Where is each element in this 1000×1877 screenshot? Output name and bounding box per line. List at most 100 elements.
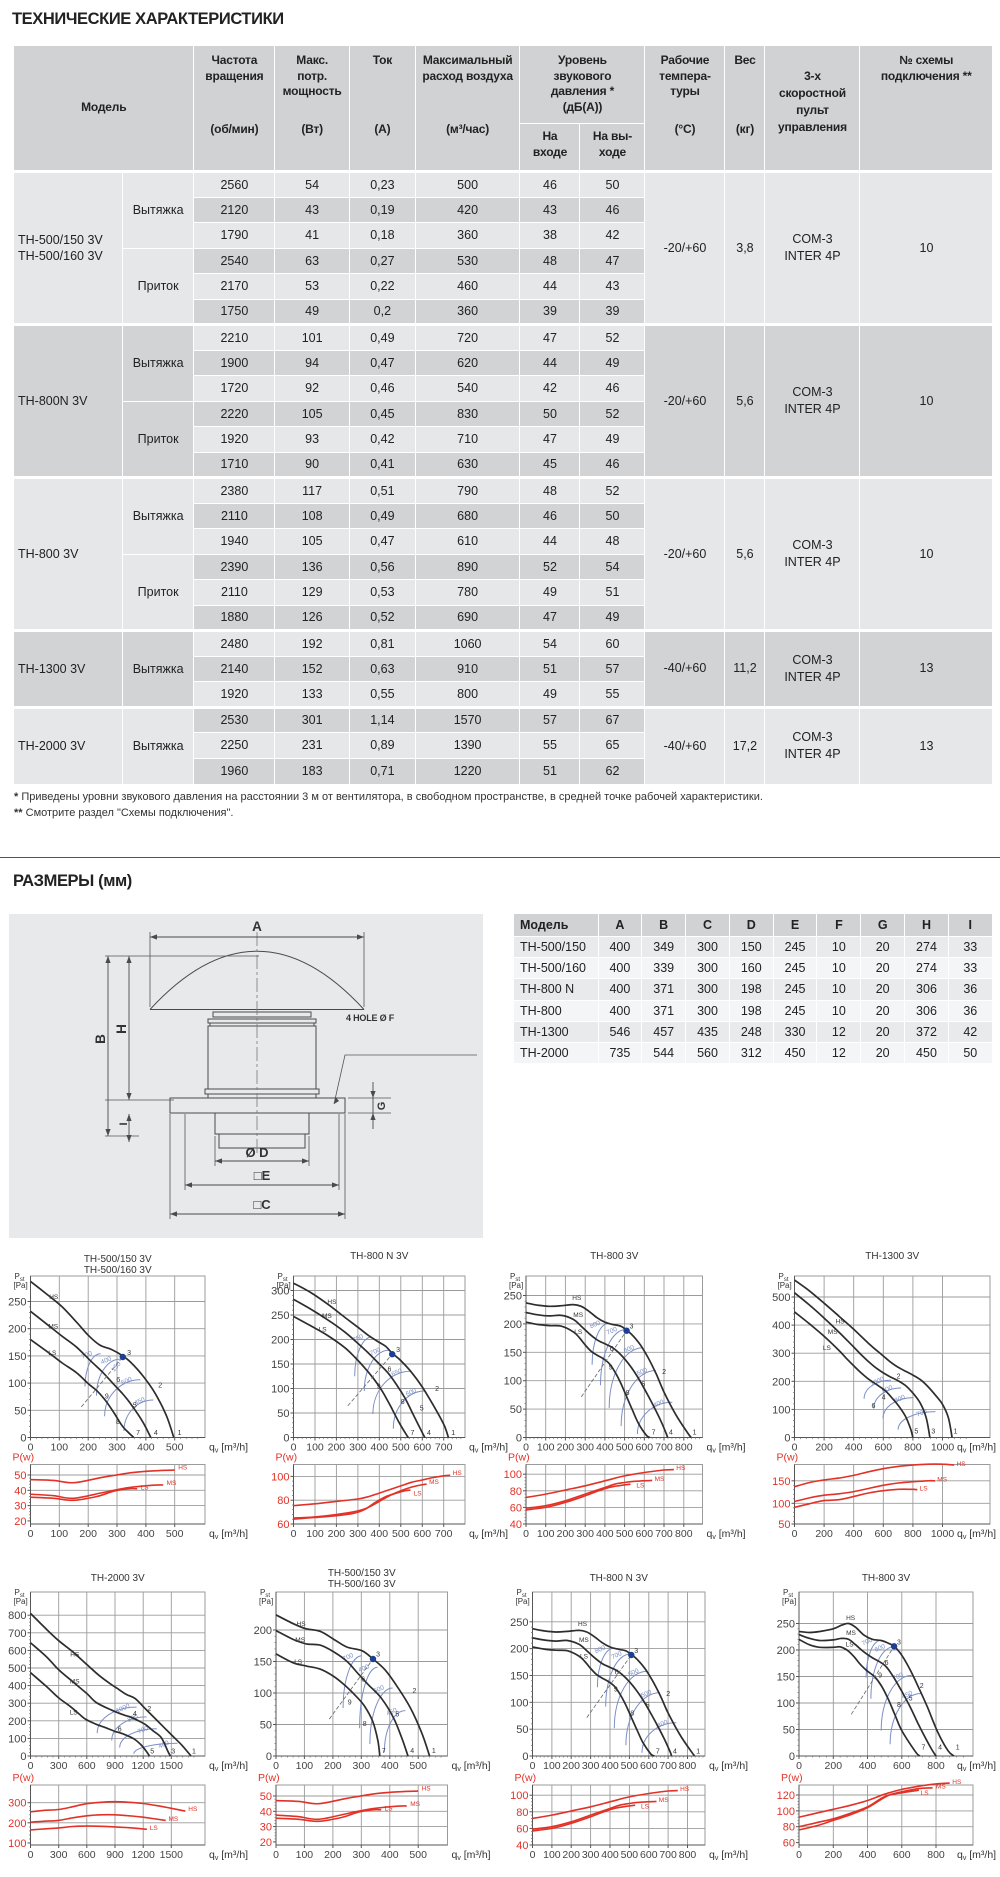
svg-text:TH-800 N 3V: TH-800 N 3V [350, 1251, 409, 1262]
svg-text:600: 600 [640, 1849, 658, 1861]
svg-text:□E: □E [254, 1168, 271, 1183]
svg-text:0: 0 [28, 1760, 34, 1772]
svg-text:900: 900 [106, 1760, 124, 1772]
svg-text:4: 4 [133, 1711, 137, 1718]
svg-text:HS: HS [680, 1786, 690, 1793]
svg-text:4: 4 [427, 1430, 431, 1437]
svg-text:400: 400 [845, 1442, 863, 1454]
svg-text:200: 200 [815, 1528, 833, 1540]
svg-text:500: 500 [772, 1292, 790, 1304]
svg-text:4: 4 [410, 1748, 414, 1755]
svg-text:300: 300 [582, 1760, 600, 1772]
svg-text:1200: 1200 [132, 1760, 156, 1772]
svg-text:30: 30 [14, 1501, 26, 1513]
svg-text:Pst: Pst [779, 1272, 789, 1283]
svg-text:20: 20 [260, 1837, 272, 1849]
svg-text:600: 600 [405, 1387, 418, 1398]
svg-text:TH-500/150 3V: TH-500/150 3V [84, 1254, 152, 1265]
svg-text:P(w): P(w) [777, 1452, 799, 1464]
svg-text:5: 5 [150, 1748, 154, 1755]
svg-text:MS: MS [846, 1630, 856, 1637]
svg-text:400: 400 [371, 1528, 389, 1540]
svg-text:50: 50 [260, 1791, 272, 1803]
svg-text:500: 500 [621, 1760, 639, 1772]
svg-text:200: 200 [510, 1644, 528, 1656]
svg-text:600: 600 [893, 1849, 911, 1861]
svg-text:9: 9 [105, 1393, 109, 1400]
svg-text:250: 250 [510, 1617, 528, 1629]
svg-text:HS: HS [846, 1615, 856, 1622]
svg-text:P(w): P(w) [13, 1452, 35, 1464]
svg-text:0: 0 [273, 1760, 279, 1772]
svg-text:HS: HS [422, 1786, 432, 1793]
svg-text:HS: HS [49, 1294, 59, 1301]
svg-text:700: 700 [915, 1408, 928, 1419]
svg-text:MS: MS [322, 1313, 332, 1320]
svg-text:400: 400 [601, 1849, 619, 1861]
svg-text:G: G [376, 1102, 388, 1111]
svg-text:60: 60 [510, 1502, 522, 1514]
svg-text:qv [m³/h]: qv [m³/h] [957, 1849, 996, 1862]
svg-text:150: 150 [510, 1671, 528, 1683]
svg-text:600: 600 [8, 1645, 26, 1657]
svg-text:700: 700 [659, 1760, 677, 1772]
svg-text:TH-800 N 3V: TH-800 N 3V [590, 1573, 649, 1584]
svg-text:900: 900 [106, 1849, 124, 1861]
svg-text:100: 100 [772, 1498, 790, 1510]
svg-text:150: 150 [772, 1476, 790, 1488]
svg-text:400: 400 [596, 1442, 614, 1454]
svg-text:500: 500 [392, 1528, 410, 1540]
svg-text:300: 300 [582, 1849, 600, 1861]
svg-text:MS: MS [936, 1784, 946, 1791]
svg-text:5: 5 [646, 1703, 650, 1710]
svg-text:450: 450 [901, 1690, 914, 1701]
svg-text:2: 2 [897, 1374, 901, 1381]
svg-text:600: 600 [893, 1760, 911, 1772]
svg-text:200: 200 [557, 1442, 575, 1454]
svg-text:250: 250 [271, 1310, 289, 1322]
svg-text:100: 100 [8, 1378, 26, 1390]
svg-text:200: 200 [324, 1849, 342, 1861]
svg-text:50: 50 [783, 1725, 795, 1737]
svg-text:100: 100 [510, 1697, 528, 1709]
svg-text:7: 7 [136, 1430, 140, 1437]
svg-text:8: 8 [630, 1711, 634, 1718]
svg-text:0: 0 [784, 1433, 790, 1445]
svg-text:700: 700 [369, 1346, 382, 1357]
svg-text:0: 0 [796, 1760, 802, 1772]
svg-text:500: 500 [120, 1376, 133, 1387]
svg-text:400: 400 [859, 1849, 877, 1861]
svg-text:300: 300 [349, 1442, 367, 1454]
svg-text:LS: LS [150, 1825, 159, 1832]
svg-text:4: 4 [938, 1745, 942, 1752]
svg-text:200: 200 [825, 1760, 843, 1772]
svg-text:800: 800 [8, 1610, 26, 1622]
svg-text:TH-1300 3V: TH-1300 3V [865, 1251, 919, 1262]
svg-text:[Pa]: [Pa] [259, 1597, 273, 1606]
svg-text:LS: LS [70, 1710, 79, 1717]
svg-text:Pst: Pst [510, 1272, 520, 1283]
svg-text:P(w): P(w) [276, 1452, 298, 1464]
svg-text:I: I [118, 1122, 130, 1125]
svg-text:0: 0 [792, 1442, 798, 1454]
svg-text:500: 500 [166, 1528, 184, 1540]
svg-text:3: 3 [634, 1648, 638, 1655]
svg-text:LS: LS [141, 1485, 150, 1492]
svg-text:1500: 1500 [160, 1849, 184, 1861]
svg-text:9: 9 [614, 1687, 618, 1694]
svg-text:1500: 1500 [160, 1760, 184, 1772]
svg-text:200: 200 [825, 1849, 843, 1861]
svg-text:60: 60 [783, 1838, 795, 1850]
svg-text:100: 100 [537, 1442, 555, 1454]
svg-text:6: 6 [885, 1660, 889, 1667]
svg-text:5: 5 [914, 1428, 918, 1435]
svg-text:4: 4 [154, 1430, 158, 1437]
svg-text:600: 600 [414, 1442, 432, 1454]
svg-text:HS: HS [453, 1470, 463, 1477]
svg-text:500: 500 [166, 1442, 184, 1454]
svg-text:60: 60 [516, 1823, 528, 1835]
svg-text:6: 6 [361, 1677, 365, 1684]
svg-text:500: 500 [616, 1442, 634, 1454]
svg-text:qv [m³/h]: qv [m³/h] [957, 1760, 996, 1773]
svg-text:60: 60 [277, 1519, 289, 1531]
